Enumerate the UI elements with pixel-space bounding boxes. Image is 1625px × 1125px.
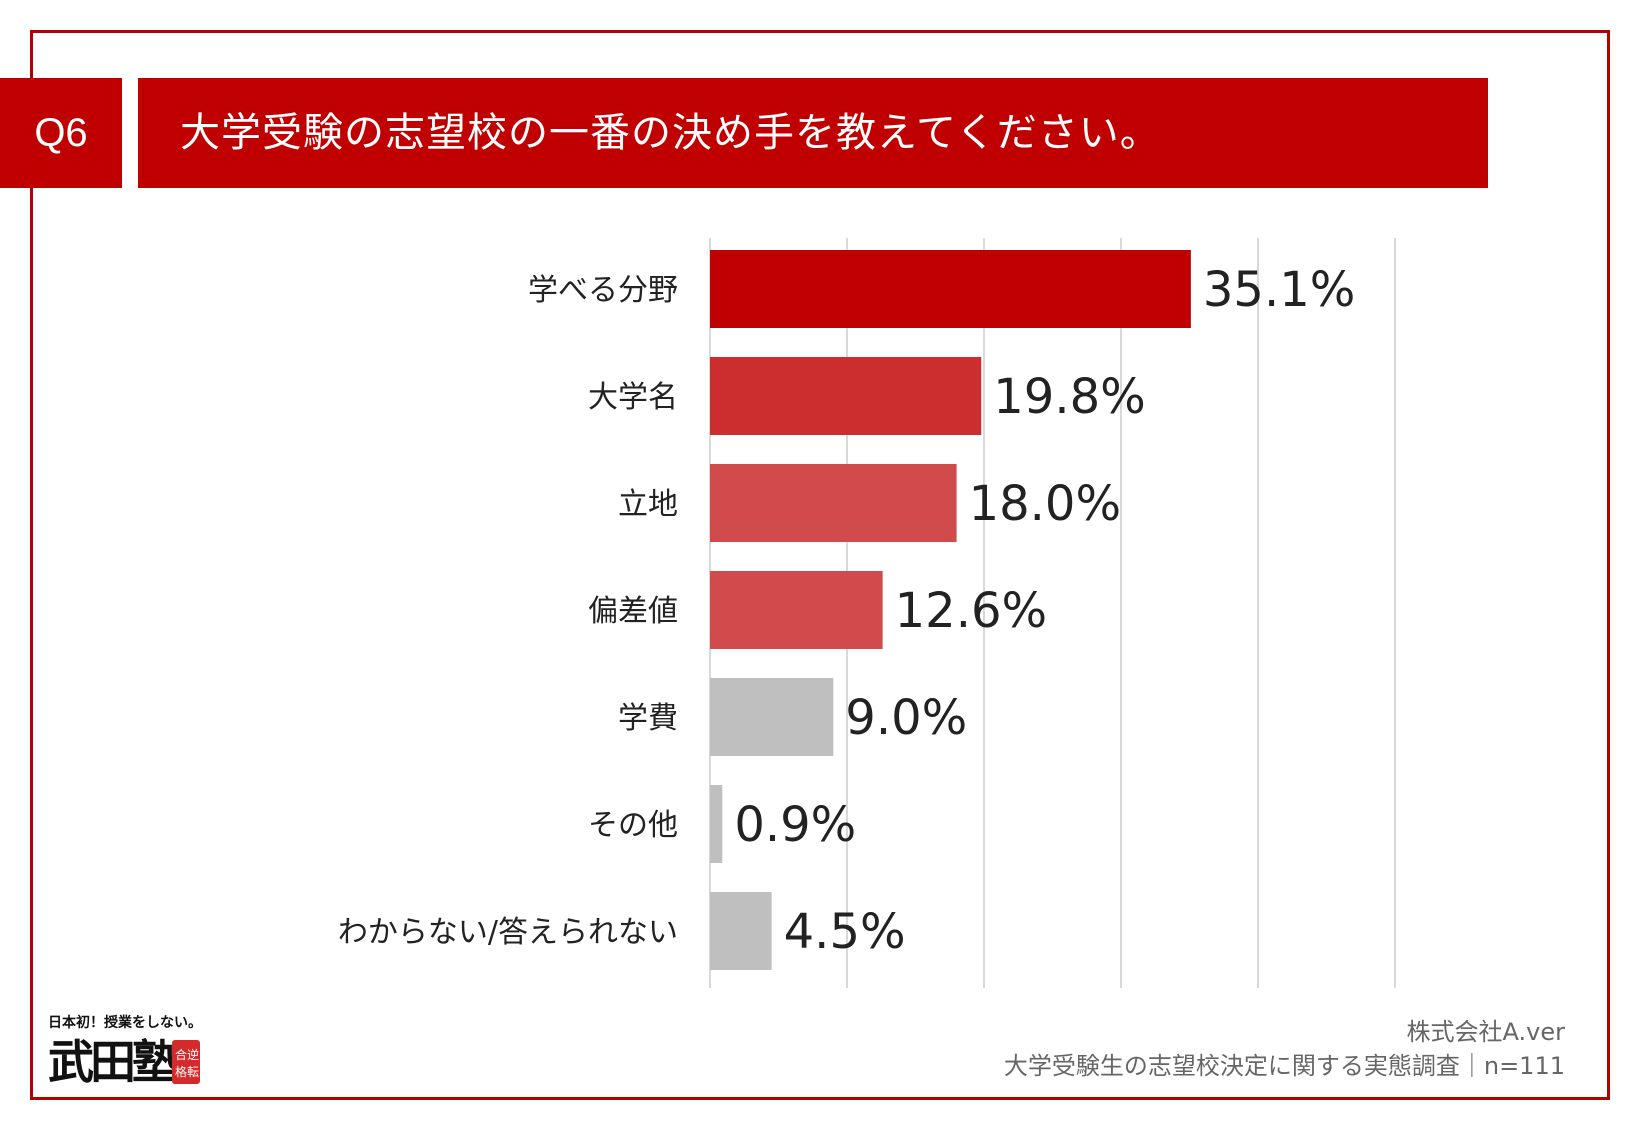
category-label: 学べる分野 <box>528 273 678 308</box>
footer-company: 株式会社A.ver <box>1406 1018 1565 1046</box>
svg-text:格転: 格転 <box>175 1064 199 1079</box>
logo-tagline: 日本初！授業をしない。 <box>48 1015 202 1031</box>
bar <box>710 892 772 970</box>
bars <box>710 250 1191 970</box>
bar <box>710 678 834 756</box>
takeda-juku-logo: 武田塾 合逆 格転 <box>48 1035 200 1086</box>
value-labels: 35.1% 19.8% 18.0% 12.6% 9.0% 0.9% 4.5% <box>734 262 1355 960</box>
svg-text:武田塾: 武田塾 <box>48 1035 177 1086</box>
category-label: 偏差値 <box>588 594 678 629</box>
value-label: 35.1% <box>1203 262 1355 318</box>
bar <box>710 250 1191 328</box>
bar <box>710 785 723 863</box>
value-label: 12.6% <box>895 583 1047 639</box>
chart-frame <box>30 30 1610 1100</box>
value-label: 0.9% <box>734 797 856 853</box>
category-label: その他 <box>588 808 678 843</box>
bar <box>710 571 883 649</box>
bar <box>710 464 957 542</box>
value-label: 4.5% <box>784 904 906 960</box>
question-number-badge: Q6 <box>0 78 122 188</box>
category-label: 大学名 <box>588 380 678 415</box>
category-label: 立地 <box>618 487 678 522</box>
category-label: わからない/答えられない <box>338 915 678 950</box>
question-title: 大学受験の志望校の一番の決め手を教えてください。 <box>138 78 1488 188</box>
value-label: 19.8% <box>993 369 1145 425</box>
svg-text:合逆: 合逆 <box>175 1047 199 1062</box>
value-label: 9.0% <box>845 690 967 746</box>
category-label: 学費 <box>618 701 678 736</box>
footer-survey-info: 大学受験生の志望校決定に関する実態調査｜n=111 <box>1003 1052 1565 1080</box>
bar <box>710 357 982 435</box>
value-label: 18.0% <box>969 476 1121 532</box>
